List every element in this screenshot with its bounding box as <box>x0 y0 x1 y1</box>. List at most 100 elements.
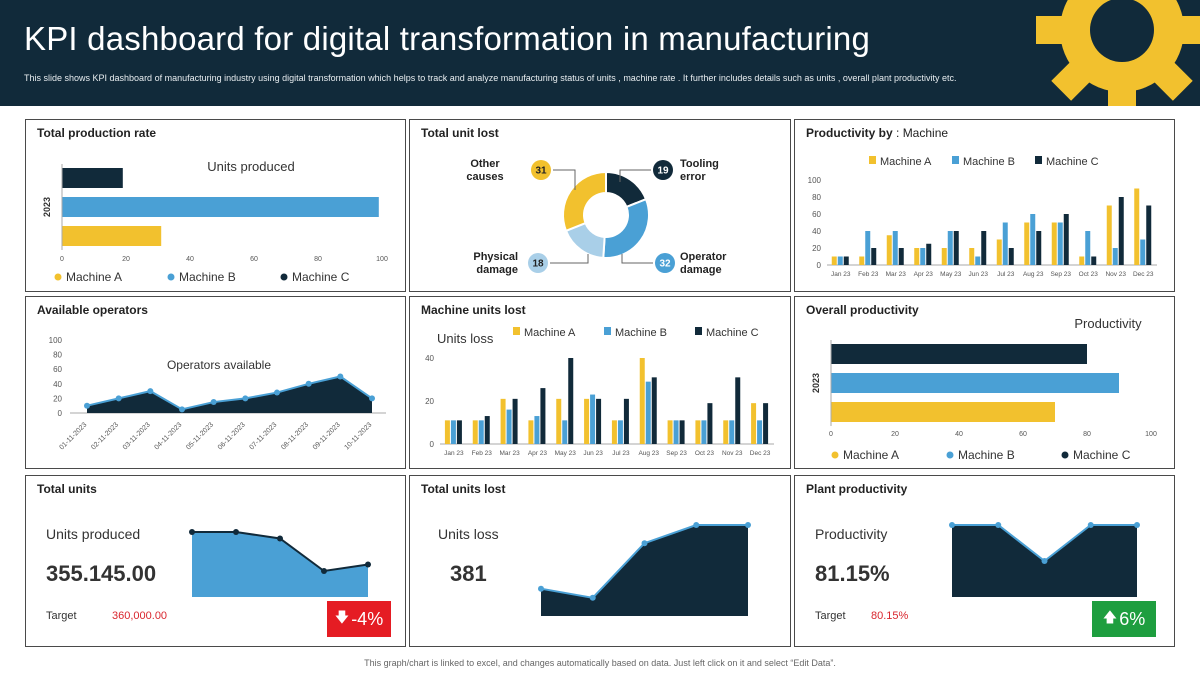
kpi-label: Units loss <box>438 526 499 542</box>
bar-machine-c-dec-23 <box>1146 205 1152 265</box>
bar-machine-a-apr-23 <box>914 248 920 265</box>
legend-label-machine-c: Machine C <box>1073 448 1131 462</box>
bar-machine-b <box>62 197 379 217</box>
x-tick-01-11-2023: 01-11-2023 <box>59 421 89 451</box>
bar-machine-a-jul-23 <box>611 420 617 444</box>
value-label-tooling-error: 19 <box>657 166 669 177</box>
gear-icon <box>1036 0 1200 106</box>
kpi-value: 381 <box>450 561 487 586</box>
bar-machine-c-jun-23 <box>596 398 602 444</box>
panel-total-production-rate: Total production rate Units produced 2023… <box>25 119 406 292</box>
donut-label-other-causes: Other causes <box>466 158 504 183</box>
plant-productivity-trend-chart[interactable] <box>795 476 1174 646</box>
bar-machine-c-sep-23 <box>679 420 685 444</box>
x-tick-80: 80 <box>314 256 322 263</box>
arrow-up-icon: 🡅 <box>1102 609 1118 625</box>
bar-machine-c-feb-23 <box>871 248 877 265</box>
trend-point-0 <box>538 585 544 592</box>
panel-total-units-lost: Total units lost Units loss 381 <box>409 475 791 647</box>
connector-operator-damage <box>621 254 653 264</box>
productivity-by-machine-chart[interactable]: 0 20 40 60 80 100 Jan 23 Feb 23 Mar 23 Apr 23 May … <box>795 120 1174 291</box>
y-tick-0: 0 <box>58 409 63 418</box>
legend-marker-machine-b <box>946 451 954 459</box>
bar-machine-b-oct-23 <box>1085 231 1091 265</box>
y-tick-60: 60 <box>812 210 821 219</box>
x-tick-dec-23: Dec 23 <box>1133 271 1154 278</box>
legend-label-machine-a: Machine A <box>524 327 576 339</box>
y-tick-40: 40 <box>812 227 821 236</box>
target-label: Target <box>815 610 846 622</box>
bar-machine-b-sep-23 <box>1057 222 1063 265</box>
bar-machine-c-sep-23 <box>1063 214 1069 265</box>
x-tick-10-11-2023: 10-11-2023 <box>344 421 374 451</box>
total-units-trend-chart[interactable] <box>26 476 405 646</box>
bar-machine-b-sep-23 <box>673 420 679 444</box>
x-tick-jul-23: Jul 23 <box>612 450 630 457</box>
trend-point-4 <box>745 522 751 528</box>
bar-machine-a-dec-23 <box>1134 188 1140 265</box>
y-tick-40: 40 <box>425 354 434 363</box>
bar-machine-b-aug-23 <box>645 381 651 444</box>
x-tick-apr-23: Apr 23 <box>914 271 934 278</box>
bar-machine-b-nov-23 <box>1112 248 1118 265</box>
value-label-operator-damage: 32 <box>659 259 671 270</box>
total-production-rate-chart[interactable]: Units produced 2023 0 20 40 60 80 100 Machine A M… <box>26 120 405 291</box>
bar-machine-c <box>831 344 1087 364</box>
kpi-value: 355.145.00 <box>46 561 157 586</box>
bar-machine-b-jun-23 <box>975 256 981 265</box>
connector-physical-damage <box>550 254 589 264</box>
donut-label-operator-damage: Operator damage <box>680 251 727 276</box>
bar-machine-c-jun-23 <box>981 231 987 265</box>
x-tick-06-11-2023: 06-11-2023 <box>217 421 247 451</box>
bar-machine-a-may-23 <box>556 398 562 444</box>
bar-machine-a-aug-23 <box>639 358 645 444</box>
available-operators-chart[interactable]: 0 20 40 60 80 100 01-11-2023 02-11-2023 03-11-20… <box>26 297 405 468</box>
footer-note: This graph/chart is linked to excel, and… <box>364 658 836 668</box>
x-tick-05-11-2023: 05-11-2023 <box>185 421 215 451</box>
target-label: Target <box>46 610 77 622</box>
panel-title: Total unit lost <box>421 126 499 140</box>
bar-machine-b-feb-23 <box>478 420 484 444</box>
overall-productivity-chart[interactable]: Productivity 2023 0 20 40 60 80 100 Machine A Mac… <box>795 297 1174 468</box>
bar-machine-b-apr-23 <box>534 416 540 444</box>
bar-machine-b-jul-23 <box>1002 222 1008 265</box>
legend-marker-machine-a <box>831 451 839 459</box>
bar-machine-b-dec-23 <box>757 420 763 444</box>
x-tick-oct-23: Oct 23 <box>1079 271 1099 278</box>
kpi-label: Productivity <box>815 526 888 542</box>
y-tick-80: 80 <box>812 193 821 202</box>
total-units-lost-trend-chart[interactable] <box>410 476 790 646</box>
x-tick-20: 20 <box>122 256 130 263</box>
donut-label-tooling-error: Tooling error <box>680 158 719 183</box>
trend-point-1 <box>589 594 596 601</box>
bar-machine-a <box>62 226 162 246</box>
bar-machine-b-apr-23 <box>920 248 926 265</box>
page-title: KPI dashboard for digital transformation… <box>24 20 871 57</box>
header-banner: KPI dashboard for digital transformation… <box>0 0 1200 106</box>
x-tick-100: 100 <box>1145 431 1157 438</box>
trend-point-0 <box>189 529 195 535</box>
x-tick-jul-23: Jul 23 <box>997 271 1015 278</box>
total-unit-lost-chart[interactable]: 31 19 32 18 <box>410 120 790 291</box>
x-tick-feb-23: Feb 23 <box>472 450 493 457</box>
x-tick-jan-23: Jan 23 <box>831 271 851 278</box>
x-tick-feb-23: Feb 23 <box>858 271 879 278</box>
legend-marker-machine-b <box>952 156 959 164</box>
bar-machine-c-aug-23 <box>651 377 657 444</box>
legend-label-machine-c: Machine C <box>292 270 350 284</box>
panel-plant-productivity: Plant productivity Productivity 81.15% T… <box>794 475 1175 647</box>
connector-other-causes <box>553 169 576 190</box>
bar-machine-c-oct-23 <box>707 403 713 444</box>
y-tick-40: 40 <box>53 380 62 389</box>
bar-machine-c-mar-23 <box>512 398 518 444</box>
x-tick-60: 60 <box>250 256 258 263</box>
change-badge: 🡇 -4% <box>327 601 391 637</box>
category-label: 2023 <box>811 373 821 393</box>
bar-machine-c-apr-23 <box>540 388 546 444</box>
x-tick-02-11-2023: 02-11-2023 <box>90 421 120 451</box>
value-bubble-other-causes <box>531 160 551 180</box>
panel-title: Plant productivity <box>806 482 908 496</box>
machine-units-lost-chart[interactable]: 0 20 40 Jan 23 Feb 23 Mar 23 Apr 23 May 23 Jun 2… <box>410 297 790 468</box>
trend-point-2 <box>1041 558 1048 564</box>
bar-machine-c-oct-23 <box>1091 256 1097 265</box>
